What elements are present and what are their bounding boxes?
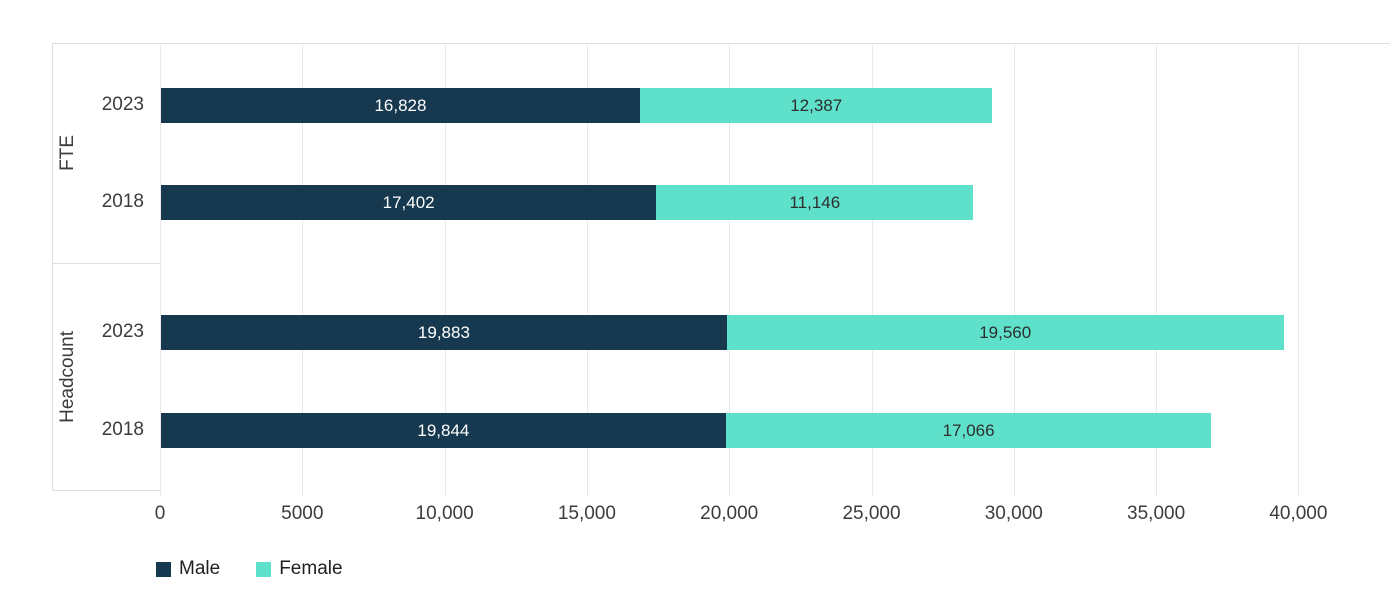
gridline-25000 [871,43,873,496]
legend-label-male: Male [179,558,221,579]
row-label-headcount-2023: 2023 [101,321,144,342]
group-label-headcount: Headcount [57,330,78,423]
group-label-fte: FTE [57,135,78,171]
bar-segment-male-headcount-2018[interactable]: 19,844 [161,413,726,448]
plot-bottom-border [52,490,160,491]
bar-row-fte-2023: 16,828 12,387 [161,88,993,123]
gridline-35000 [1156,43,1158,496]
gridline-15000 [586,43,588,496]
plot-top-border [52,43,1390,44]
x-tick-label-10000: 10,000 [415,503,474,524]
legend-swatch-female [256,561,272,577]
bar-segment-male-headcount-2023[interactable]: 19,883 [161,315,727,350]
x-tick-label-0: 0 [154,503,166,524]
gridline-10000 [444,43,446,496]
legend: Male Female [156,558,379,580]
x-tick-label-35000: 35,000 [1127,503,1186,524]
row-label-fte-2023: 2023 [101,94,144,115]
x-tick-label-25000: 25,000 [842,503,901,524]
row-label-headcount-2018: 2018 [101,419,144,440]
gridline-40000 [1298,43,1300,496]
bar-segment-female-headcount-2023[interactable]: 19,560 [726,315,1284,350]
gridline-30000 [1013,43,1015,496]
x-tick-label-5000: 5000 [281,503,324,524]
bar-row-headcount-2023: 19,883 19,560 [161,315,1284,350]
bar-row-headcount-2018: 19,844 17,066 [161,413,1212,448]
bar-segment-male-fte-2018[interactable]: 17,402 [161,185,657,220]
bar-segment-male-fte-2023[interactable]: 16,828 [161,88,640,123]
bar-segment-female-headcount-2018[interactable]: 17,066 [725,413,1212,448]
legend-swatch-male [156,561,171,577]
bar-row-fte-2018: 17,402 11,146 [161,185,974,220]
bar-segment-female-fte-2018[interactable]: 11,146 [656,185,974,220]
x-tick-label-15000: 15,000 [557,503,616,524]
category-axis-line [52,43,53,490]
x-tick-label-30000: 30,000 [984,503,1043,524]
gridline-20000 [729,43,731,496]
legend-item-female[interactable]: Female [256,558,343,580]
bar-segment-female-fte-2023[interactable]: 12,387 [639,88,993,123]
x-tick-label-20000: 20,000 [700,503,759,524]
row-label-fte-2018: 2018 [101,191,144,212]
legend-item-male[interactable]: Male [156,558,220,580]
legend-label-female: Female [279,558,343,579]
group-divider [52,263,160,264]
gridline-0 [160,43,161,496]
x-tick-label-40000: 40,000 [1269,503,1328,524]
gridline-5000 [302,43,304,496]
